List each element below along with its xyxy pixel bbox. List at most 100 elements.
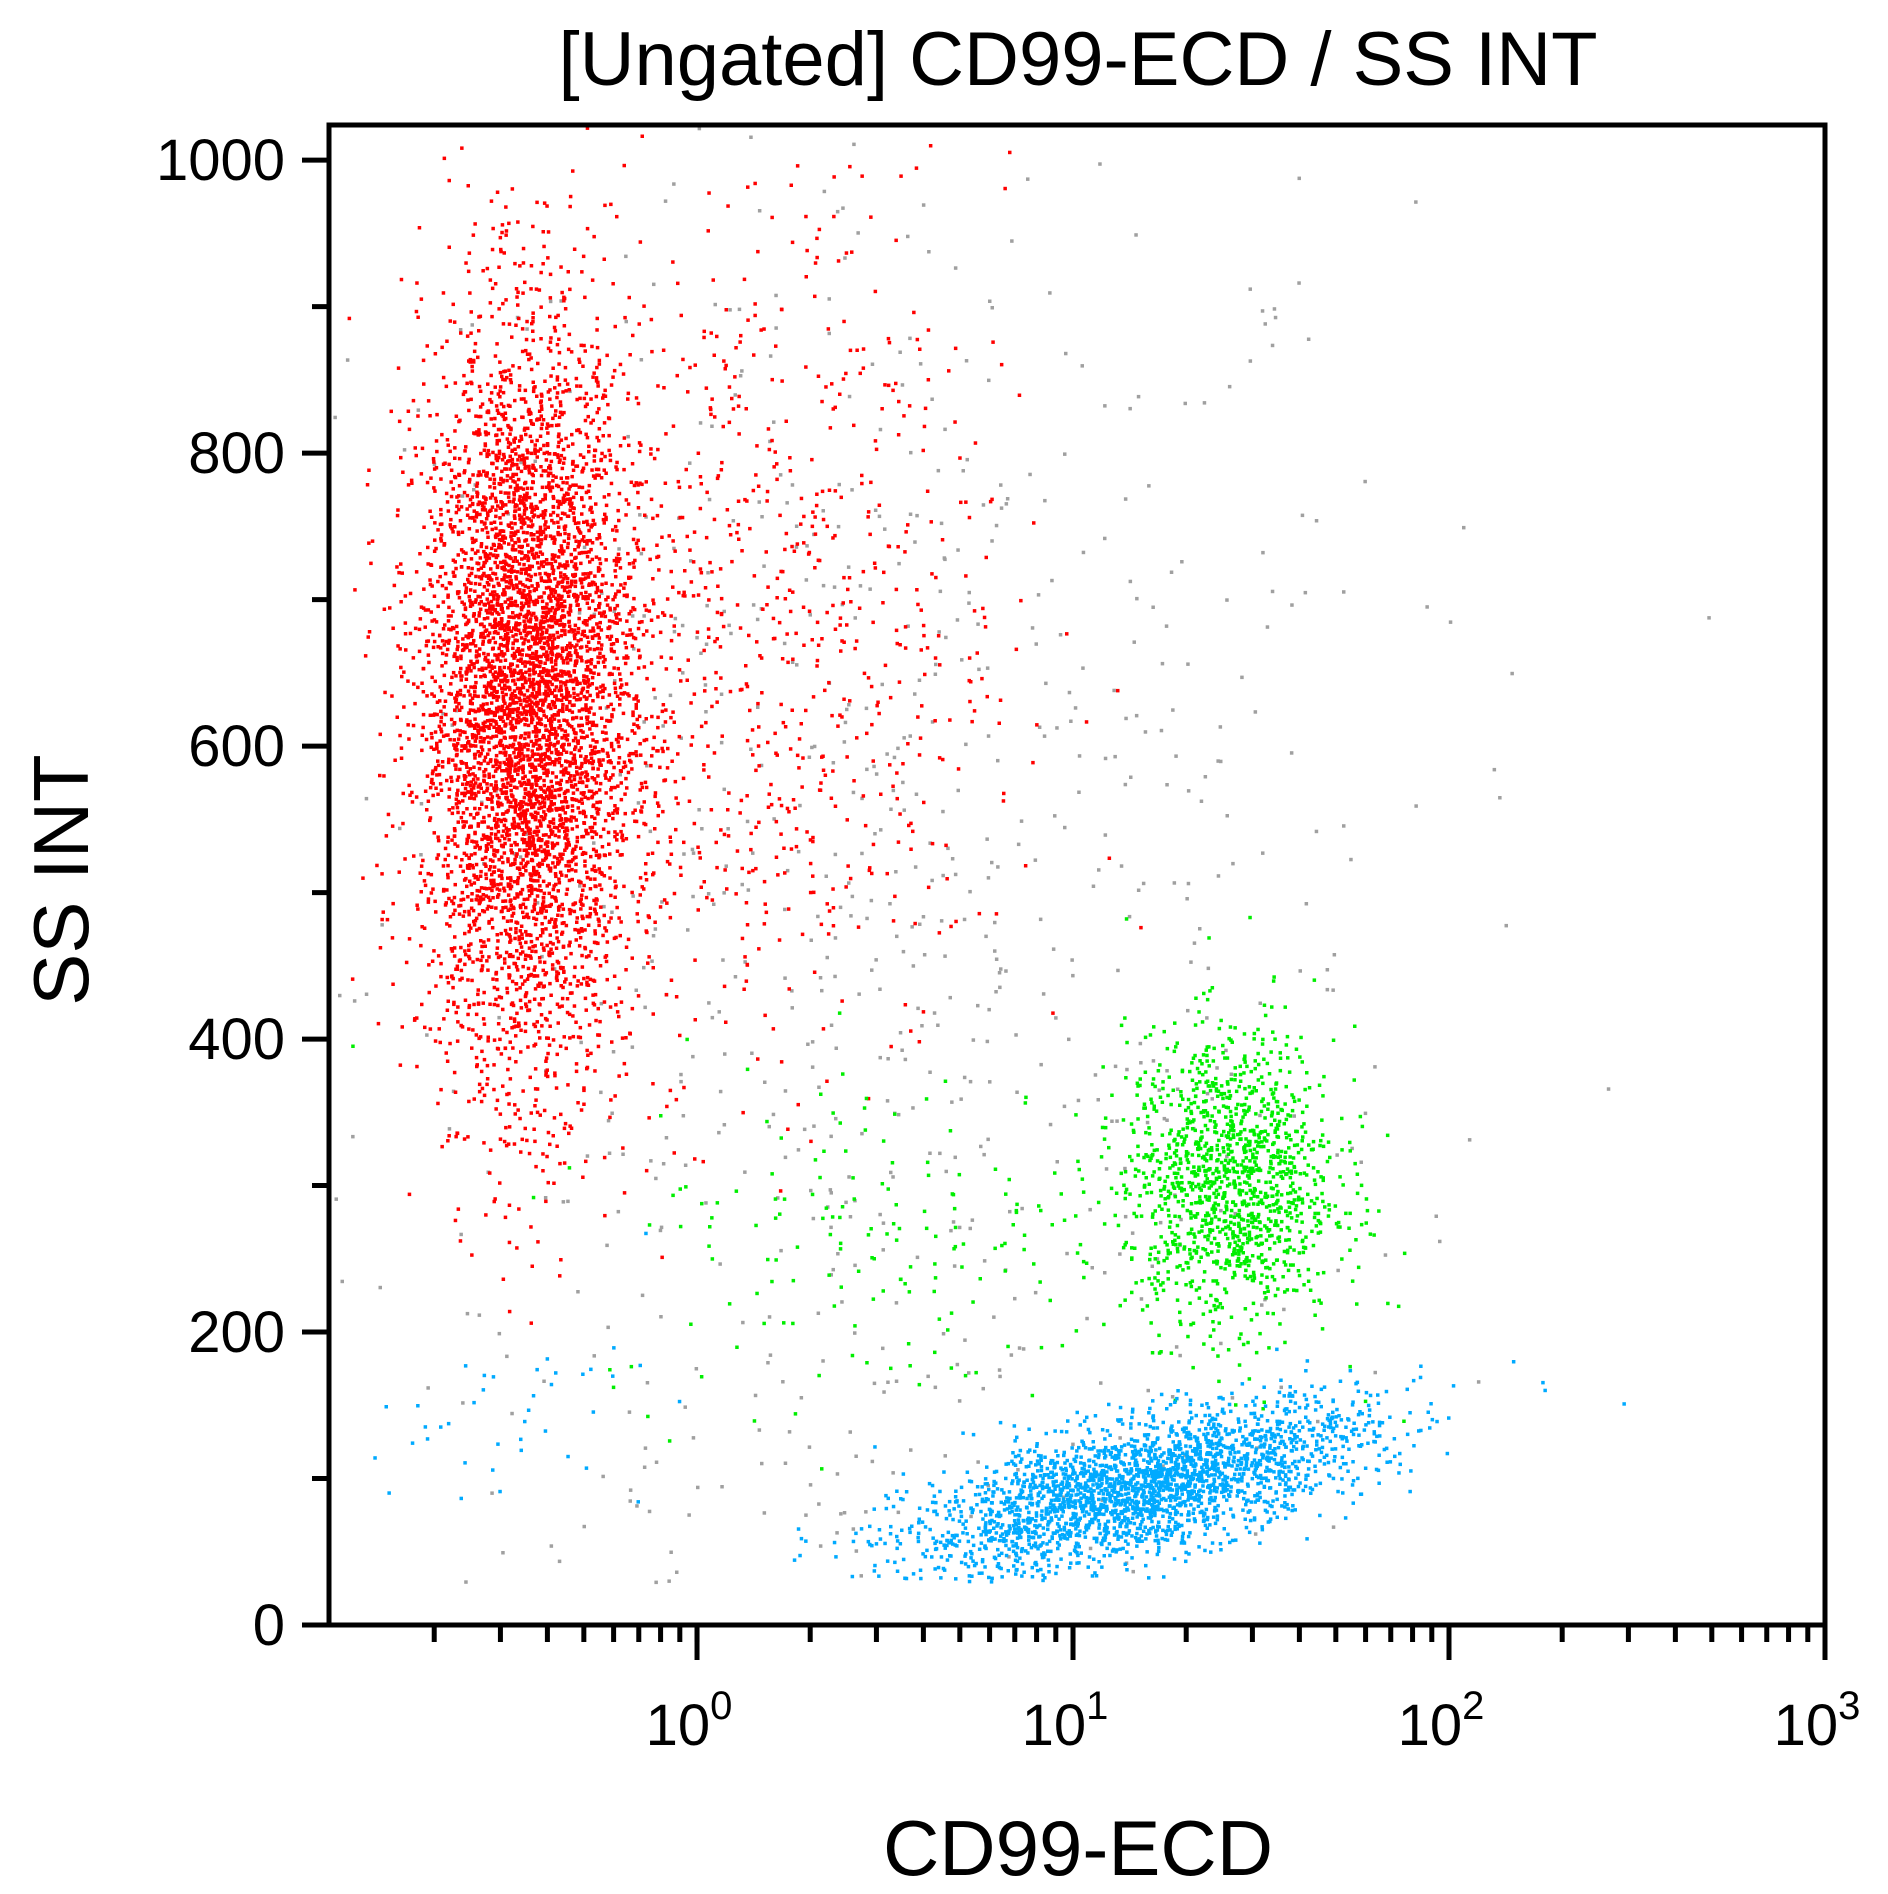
data-point: [968, 889, 972, 894]
data-point: [453, 696, 457, 700]
data-point: [475, 888, 479, 893]
data-point: [573, 584, 578, 589]
data-point: [816, 914, 820, 919]
data-point: [453, 708, 457, 712]
data-point: [557, 350, 562, 355]
data-point: [624, 945, 629, 949]
data-point: [653, 696, 657, 700]
data-point: [538, 1113, 542, 1117]
data-point: [518, 952, 523, 956]
data-point: [529, 939, 534, 944]
data-point: [588, 496, 592, 500]
data-point: [466, 398, 470, 402]
data-point: [490, 800, 494, 804]
data-point: [435, 449, 439, 454]
data-point: [488, 611, 493, 615]
data-point: [501, 916, 506, 920]
data-point: [583, 418, 588, 423]
data-point: [482, 585, 487, 589]
data-point: [999, 483, 1003, 487]
data-point: [615, 1010, 620, 1014]
data-point: [561, 821, 566, 826]
data-point: [533, 492, 537, 497]
data-point: [530, 692, 535, 696]
data-point: [537, 738, 542, 742]
data-point: [501, 1277, 506, 1281]
data-point: [509, 570, 514, 574]
data-point: [516, 658, 520, 663]
data-point: [453, 935, 457, 939]
data-point: [456, 775, 461, 779]
data-point: [595, 316, 599, 321]
data-point: [617, 733, 621, 737]
data-point: [508, 722, 513, 726]
data-point: [514, 920, 518, 924]
data-point: [602, 495, 607, 499]
data-point: [564, 686, 569, 691]
data-point: [560, 996, 565, 1001]
data-point: [550, 963, 555, 967]
data-point: [566, 841, 571, 845]
data-point: [482, 759, 487, 763]
data-point: [517, 366, 522, 370]
data-point: [562, 1161, 567, 1165]
data-point: [440, 345, 444, 350]
data-point: [607, 719, 611, 723]
data-point: [560, 646, 564, 650]
data-point: [617, 547, 621, 551]
data-point: [536, 829, 541, 833]
data-point: [621, 1152, 625, 1156]
data-point: [547, 481, 551, 485]
data-point: [430, 771, 435, 776]
data-point: [943, 427, 947, 432]
data-point: [896, 746, 900, 751]
data-point: [432, 460, 436, 464]
data-point: [645, 629, 649, 633]
data-point: [502, 455, 506, 459]
data-point: [597, 427, 602, 431]
data-point: [502, 751, 506, 755]
data-point: [509, 938, 513, 942]
data-point: [1063, 452, 1067, 456]
data-point: [492, 520, 497, 524]
data-point: [498, 516, 502, 520]
data-point: [563, 585, 567, 590]
data-point: [527, 999, 532, 1004]
data-point: [484, 666, 488, 671]
data-point: [539, 595, 544, 599]
data-point: [640, 482, 644, 487]
data-point: [423, 1025, 427, 1030]
data-point: [1070, 958, 1074, 962]
data-point: [740, 882, 744, 887]
data-point: [438, 646, 443, 650]
data-point: [615, 905, 619, 910]
data-point: [512, 824, 516, 828]
data-point: [534, 774, 538, 779]
data-point: [463, 931, 467, 936]
data-point: [950, 1100, 954, 1104]
data-point: [555, 733, 559, 737]
data-point: [1069, 719, 1073, 723]
data-point: [500, 374, 504, 379]
data-point: [502, 644, 506, 648]
data-point: [601, 695, 605, 700]
data-point: [936, 468, 941, 473]
data-point: [986, 1483, 990, 1488]
data-point: [432, 747, 436, 751]
data-point: [572, 777, 577, 782]
data-point: [543, 724, 548, 728]
data-point: [517, 1021, 521, 1025]
data-point: [994, 957, 999, 961]
data-point: [524, 854, 529, 858]
data-point: [589, 670, 593, 675]
data-point: [508, 886, 513, 891]
data-point: [811, 1216, 816, 1221]
data-point: [523, 481, 527, 486]
data-point: [601, 827, 606, 831]
data-point: [600, 716, 604, 720]
data-point: [575, 597, 580, 601]
data-point: [615, 811, 619, 815]
data-point: [585, 1048, 589, 1053]
data-point: [439, 709, 443, 714]
data-point: [583, 757, 587, 761]
